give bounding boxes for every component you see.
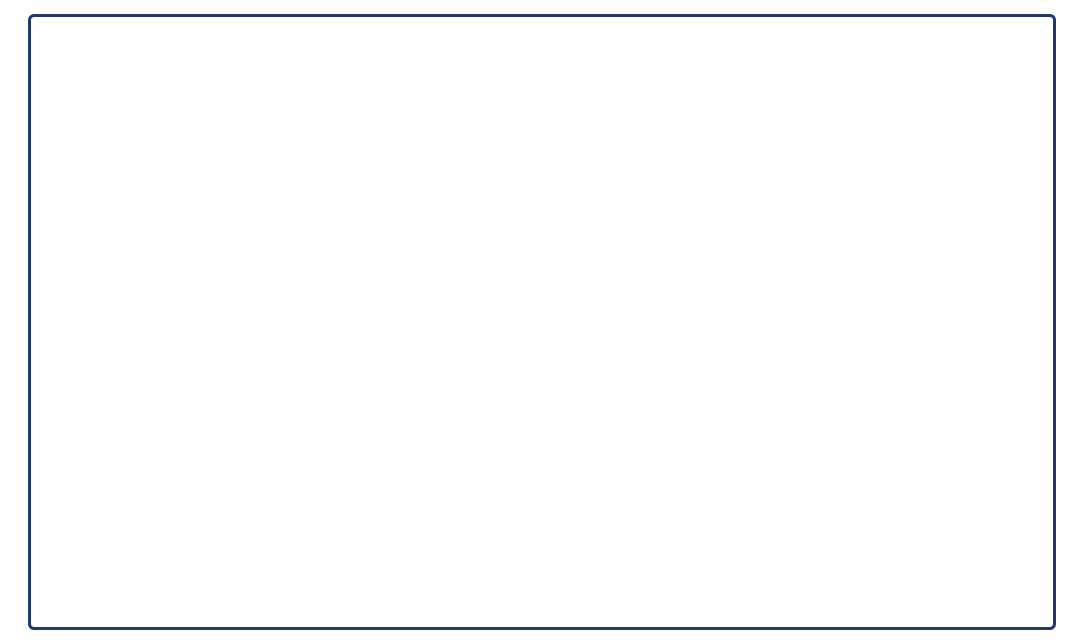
figure-frame: [0, 0, 1080, 644]
chart-panel: [28, 14, 1056, 630]
risk-reduction-chart: [31, 17, 331, 167]
